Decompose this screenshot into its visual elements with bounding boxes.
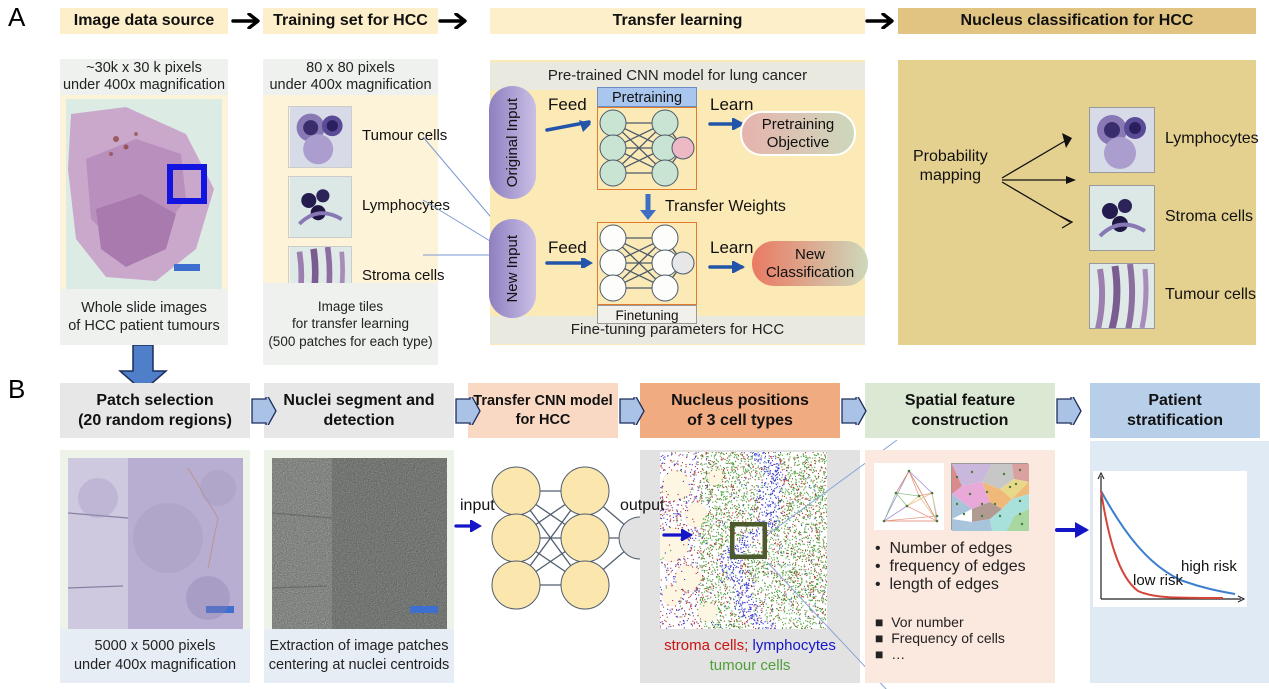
svg-text:high risk: high risk bbox=[1181, 558, 1237, 575]
svg-text:low risk: low risk bbox=[1133, 572, 1184, 589]
